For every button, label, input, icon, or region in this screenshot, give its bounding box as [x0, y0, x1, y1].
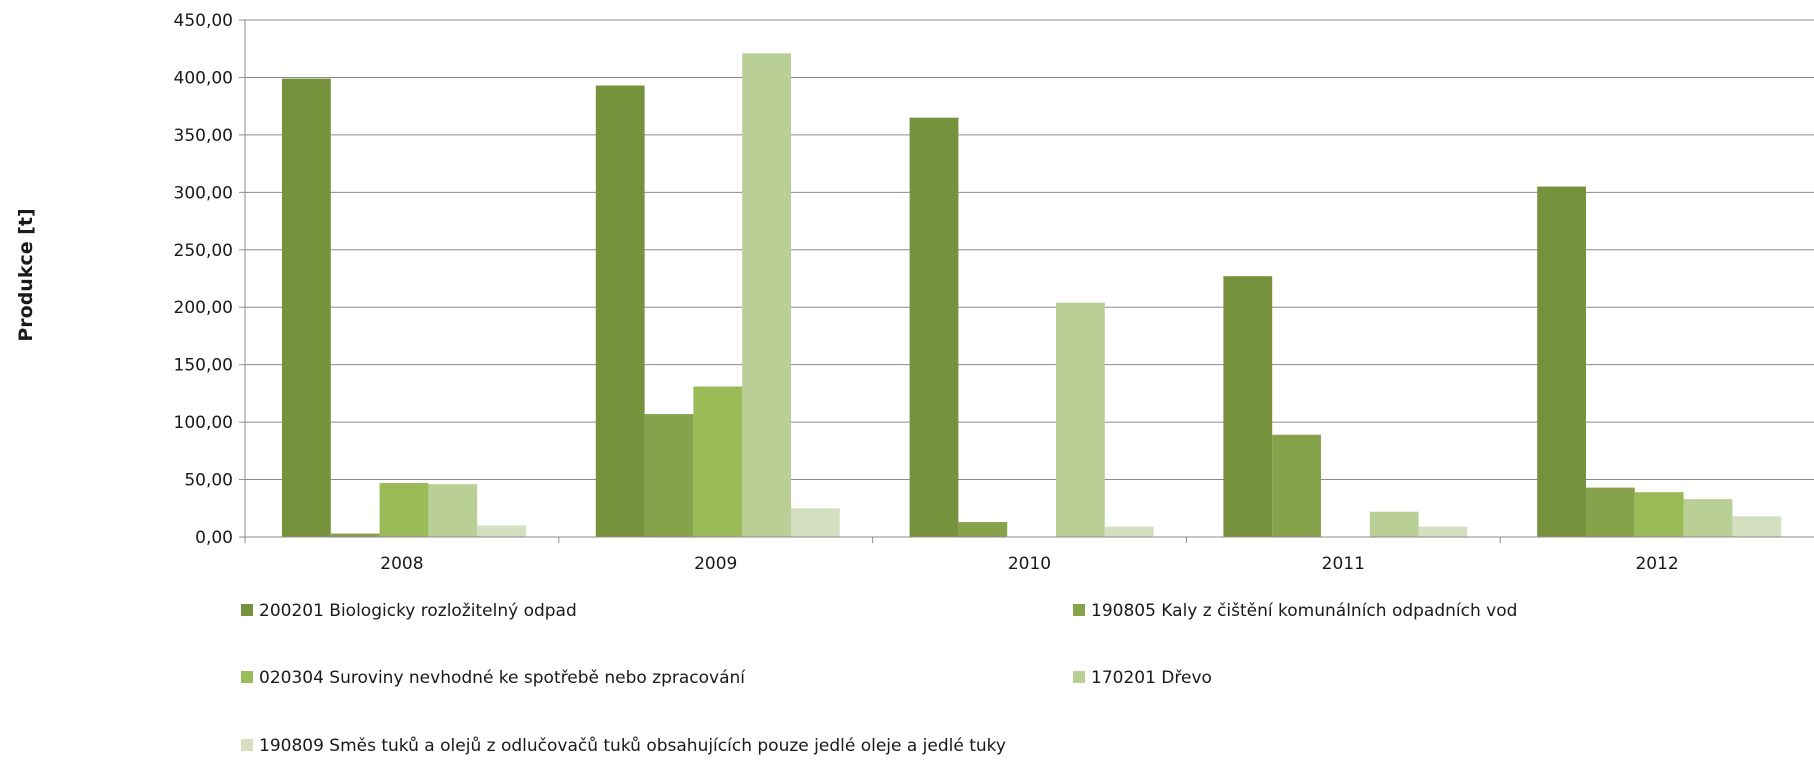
bar — [693, 386, 743, 537]
y-tick-label: 350,00 — [174, 126, 233, 146]
y-tick-label: 0,00 — [195, 528, 233, 548]
bar — [379, 483, 429, 537]
legend-swatch — [1073, 671, 1085, 683]
x-tick-label: 2010 — [1008, 554, 1051, 574]
bar — [1732, 516, 1782, 537]
legend-swatch — [241, 739, 253, 751]
bar — [330, 533, 380, 537]
y-tick-label: 50,00 — [184, 471, 233, 491]
bar — [1634, 492, 1684, 537]
legend-swatch — [241, 604, 253, 616]
bar — [595, 85, 645, 537]
gridlines — [245, 19, 1814, 481]
legend-label: 170201 Dřevo — [1091, 668, 1212, 688]
x-tick-label: 2008 — [380, 554, 423, 574]
y-tick-label: 300,00 — [174, 183, 233, 203]
bar — [428, 484, 478, 537]
x-tick-label: 2009 — [694, 554, 737, 574]
bar — [1537, 186, 1586, 538]
bar — [477, 525, 526, 537]
bar — [1586, 487, 1635, 537]
bar — [644, 414, 694, 537]
bar — [742, 53, 791, 537]
y-tick-label: 250,00 — [174, 241, 233, 261]
bar — [1223, 276, 1273, 537]
legend: 200201 Biologicky rozložitelný odpad 1908… — [241, 601, 1517, 756]
legend-swatch — [1073, 604, 1085, 616]
legend-swatch — [241, 671, 253, 683]
bar — [1683, 499, 1733, 537]
bar — [1418, 526, 1468, 537]
bar — [791, 508, 840, 537]
bar — [958, 522, 1008, 537]
bar — [1272, 434, 1321, 537]
y-tick-label: 450,00 — [174, 11, 233, 31]
y-tick-label: 150,00 — [174, 356, 233, 376]
legend-label: 020304 Suroviny nevhodné ke spotřebě neb… — [259, 668, 746, 688]
bar — [1104, 526, 1154, 537]
y-axis-label: Produkce [t] — [15, 208, 37, 341]
x-tick-label: 2011 — [1322, 554, 1365, 574]
y-tick-label: 200,00 — [174, 298, 233, 318]
x-tick-label: 2012 — [1635, 554, 1678, 574]
legend-label: 200201 Biologicky rozložitelný odpad — [259, 601, 577, 621]
bars — [282, 53, 1782, 538]
bar — [1056, 302, 1105, 537]
y-tick-label: 400,00 — [174, 68, 233, 88]
y-tick-label: 100,00 — [174, 413, 233, 433]
bar — [282, 78, 331, 538]
bar — [1369, 511, 1419, 537]
legend-label: 190805 Kaly z čištění komunálních odpadn… — [1091, 601, 1517, 621]
legend-label: 190809 Směs tuků a olejů z odlučovačů tu… — [259, 736, 1006, 756]
bar — [909, 117, 959, 538]
axes: 0,00 50,00 100,00 150,00 200,00 250,00 300,00 3… — [174, 11, 1814, 574]
